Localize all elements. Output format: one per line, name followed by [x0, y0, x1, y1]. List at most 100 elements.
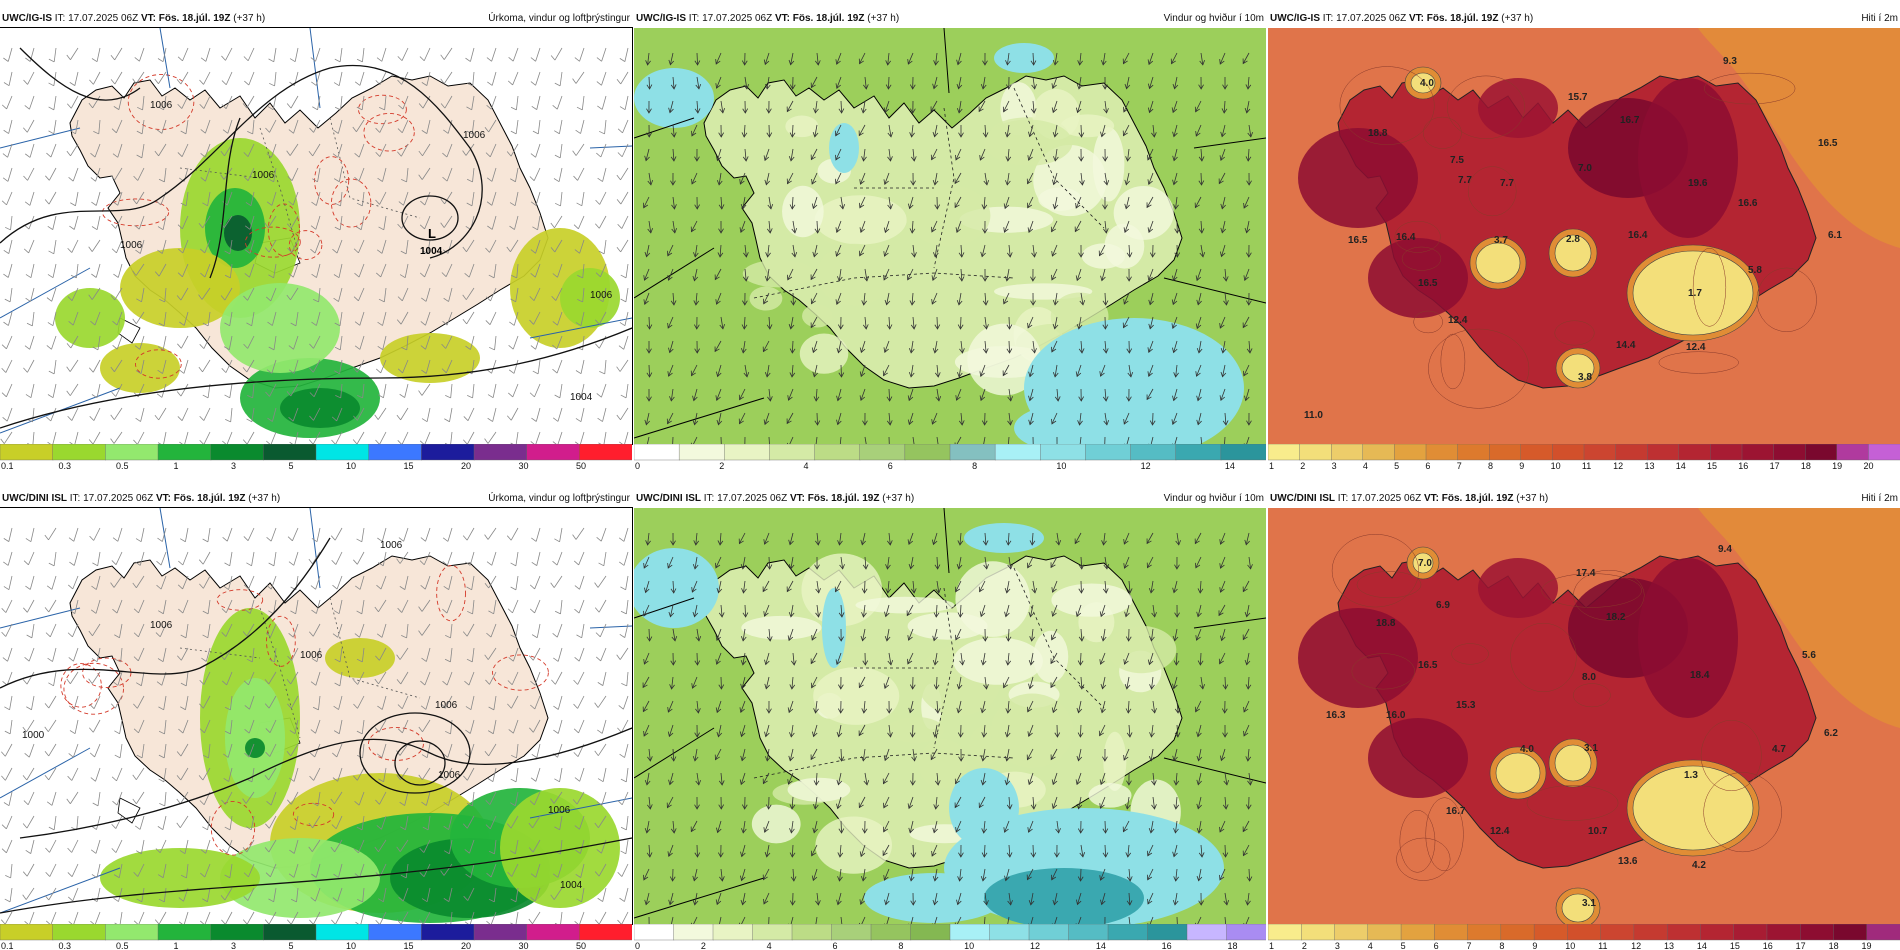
wind-arrow — [672, 628, 676, 641]
wind-barb — [536, 95, 541, 110]
wind-barb — [204, 263, 211, 278]
wind-barb — [118, 863, 123, 878]
wind-arrow — [696, 52, 698, 66]
wind-barb — [554, 47, 563, 61]
wind-arrow — [811, 172, 818, 185]
temp-map[interactable]: 4.0 9.3 15.7 16.7 7.7 18.8 7.5 7.7 7.0 19.6 16.6 16… — [1268, 28, 1900, 444]
wind-barb — [534, 887, 541, 902]
wind-arrow — [1007, 700, 1010, 713]
colorbar-label: 15 — [1730, 941, 1740, 950]
wind-barb — [469, 839, 475, 854]
wind-map[interactable] — [634, 508, 1266, 924]
wind-arrow — [1054, 892, 1058, 905]
panel-temp-ig: UWC/IG-IS IT: 17.07.2025 06Z VT: Fös. 18… — [1268, 10, 1900, 470]
wind-arrow — [791, 364, 794, 377]
wind-arrow — [934, 172, 938, 185]
wind-barb — [162, 527, 167, 542]
wind-barb — [601, 71, 607, 86]
colorbar-swatch — [368, 924, 423, 941]
wind-speed-area — [787, 777, 851, 802]
wind-barb — [96, 575, 101, 590]
wind-barb — [72, 167, 79, 182]
wind-barb — [450, 647, 453, 662]
wind-arrow — [912, 148, 915, 161]
wind-speed-area — [886, 716, 945, 744]
wind-arrow — [1104, 292, 1107, 306]
wind-barb — [340, 383, 343, 398]
precip-map[interactable]: 1006 1006 1006 1006 1006 1004 1006 1000 — [0, 507, 633, 925]
wind-barb — [116, 767, 123, 782]
wind-arrow — [836, 292, 842, 305]
wind-barb — [119, 911, 123, 924]
wind-arrow — [788, 772, 794, 785]
wind-arrow — [1149, 292, 1154, 305]
wind-barb — [138, 599, 145, 614]
wind-speed-area — [814, 195, 907, 245]
wind-barb — [623, 335, 629, 350]
wind-barb — [225, 911, 233, 924]
wind-arrow — [1004, 820, 1010, 833]
wind-barb — [205, 839, 211, 854]
wind-arrow — [1032, 340, 1036, 353]
wind-barb — [515, 623, 519, 638]
wind-arrow — [1031, 532, 1034, 545]
wind-arrow — [1197, 796, 1202, 809]
wind-arrow — [1175, 364, 1178, 377]
wind-arrow — [1029, 412, 1034, 425]
wind-map[interactable] — [634, 28, 1266, 444]
precip-area — [220, 838, 380, 918]
strong-wind-area — [864, 873, 1004, 923]
wind-barb — [315, 215, 321, 230]
wind-barb — [72, 311, 79, 326]
wind-barb — [470, 695, 475, 710]
wind-barb — [494, 335, 497, 350]
wind-arrow — [1176, 532, 1180, 545]
wind-barb — [116, 311, 123, 326]
wind-barb — [512, 335, 519, 350]
wind-barb — [491, 551, 497, 566]
wind-barb — [53, 239, 57, 254]
wind-barb — [49, 839, 57, 853]
colorbar-label: 12 — [1631, 941, 1641, 950]
wind-arrow — [1171, 52, 1178, 64]
hot-area — [1368, 238, 1468, 318]
temp-map[interactable]: 7.0 9.4 17.4 18.2 6.9 18.8 16.5 8.0 18.4 5.6 15.3 1… — [1268, 508, 1900, 924]
wind-barb — [139, 335, 145, 350]
wind-arrow — [743, 316, 746, 330]
wind-barb — [91, 671, 101, 684]
wind-arrow — [646, 820, 650, 833]
wind-arrow — [1054, 196, 1058, 209]
wind-barb — [229, 311, 233, 326]
wind-barb — [73, 695, 79, 710]
temperature-label: 16.4 — [1396, 232, 1416, 243]
wind-barb — [30, 263, 35, 278]
wind-arrow — [788, 628, 794, 641]
colorbar-swatch — [1434, 924, 1469, 941]
wind-barb — [603, 239, 607, 254]
low-pressure-value: 1004 — [420, 246, 443, 257]
wind-barb — [246, 623, 255, 637]
wind-barb — [560, 191, 563, 206]
wind-arrow — [1197, 604, 1202, 617]
wind-arrow — [858, 724, 866, 736]
precip-map[interactable]: 1006 1006 1006 1006 1006 1004 L 1004 — [0, 27, 633, 445]
wind-arrow — [862, 100, 866, 113]
wind-barb — [336, 239, 343, 254]
wind-barb — [270, 575, 277, 590]
wind-barb — [576, 791, 585, 805]
colorbar-label: 16 — [1162, 941, 1172, 950]
wind-arrow — [864, 436, 867, 444]
wind-arrow — [1127, 844, 1130, 857]
temp-contour — [368, 727, 424, 761]
model-name: UWC/DINI ISL — [636, 493, 701, 504]
wind-arrow — [816, 220, 819, 234]
wind-barb — [425, 695, 431, 710]
wind-barb — [559, 71, 563, 86]
wind-barb — [535, 71, 541, 86]
wind-arrow — [1127, 700, 1130, 714]
wind-barb — [467, 767, 475, 781]
wind-barb — [8, 239, 13, 254]
wind-barb — [48, 527, 57, 541]
wind-arrow — [1080, 676, 1083, 689]
wind-barb — [4, 911, 13, 924]
